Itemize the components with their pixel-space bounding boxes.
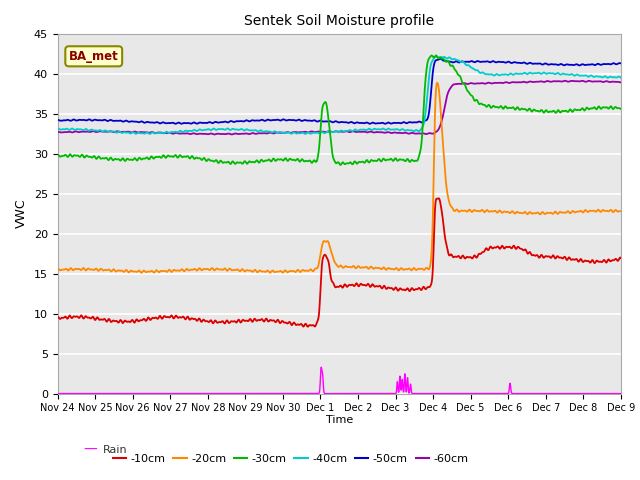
Title: Sentek Soil Moisture profile: Sentek Soil Moisture profile — [244, 14, 435, 28]
Text: BA_met: BA_met — [69, 50, 118, 63]
Text: —: — — [83, 443, 97, 456]
Text: Rain: Rain — [102, 444, 127, 455]
Legend: -10cm, -20cm, -30cm, -40cm, -50cm, -60cm: -10cm, -20cm, -30cm, -40cm, -50cm, -60cm — [108, 450, 473, 468]
X-axis label: Time: Time — [326, 415, 353, 425]
Y-axis label: VWC: VWC — [15, 199, 28, 228]
